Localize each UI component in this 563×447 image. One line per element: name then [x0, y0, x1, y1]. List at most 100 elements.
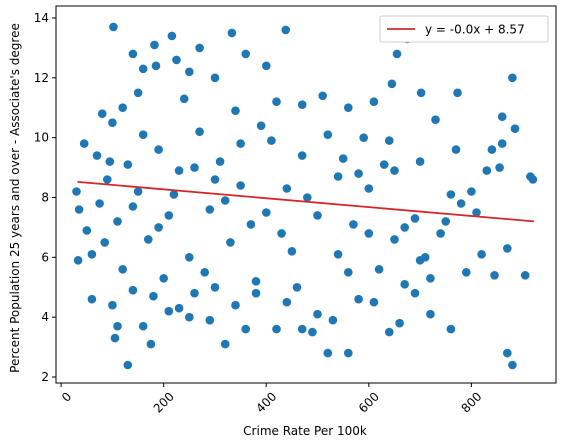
- scatter-point: [231, 300, 240, 310]
- scatter-point: [281, 25, 291, 35]
- scatter-point: [508, 360, 517, 370]
- scatter-point: [95, 199, 104, 208]
- y-axis-label: Percent Population 25 years and over - A…: [8, 23, 22, 373]
- plot-frame: [55, 5, 557, 384]
- scatter-point: [415, 157, 425, 166]
- scatter-point: [446, 324, 456, 334]
- scatter-point: [392, 49, 402, 59]
- scatter-point: [169, 190, 179, 199]
- scatter-point: [344, 103, 353, 112]
- scatter-point: [123, 360, 133, 370]
- scatter-point: [441, 217, 451, 226]
- scatter-point: [426, 274, 435, 283]
- scatter-point: [462, 268, 471, 277]
- y-tick-label: 4: [41, 310, 49, 324]
- scatter-point: [251, 288, 261, 298]
- scatter-point: [387, 79, 397, 89]
- scatter-point: [490, 271, 499, 280]
- scatter-point: [292, 283, 302, 292]
- regression-line: [77, 181, 534, 223]
- scatter-point: [210, 283, 220, 292]
- scatter-point: [344, 348, 353, 358]
- legend-box: [379, 15, 549, 43]
- scatter-point: [251, 277, 261, 286]
- scatter-point: [174, 303, 184, 313]
- y-tick-label: 6: [41, 250, 49, 264]
- scatter-point: [103, 175, 112, 184]
- scatter-point: [226, 238, 235, 247]
- scatter-point: [113, 321, 122, 331]
- scatter-point: [138, 321, 148, 331]
- scatter-point: [154, 145, 163, 154]
- scatter-point: [154, 223, 163, 232]
- scatter-point: [82, 226, 92, 235]
- scatter-point: [323, 348, 333, 358]
- scatter-point: [297, 151, 307, 160]
- scatter-point: [73, 255, 83, 265]
- scatter-point: [385, 136, 394, 145]
- regression-line-group: [77, 181, 534, 223]
- scatter-point: [364, 184, 374, 193]
- scatter-point: [333, 250, 343, 259]
- scatter-point: [456, 199, 466, 208]
- scatter-point: [282, 184, 292, 193]
- scatter-point: [133, 88, 143, 98]
- scatter-point: [328, 315, 338, 325]
- scatter-point: [146, 339, 156, 349]
- scatter-point: [395, 318, 404, 328]
- scatter-point: [267, 136, 276, 145]
- scatter-point: [503, 348, 512, 358]
- scatter-point: [241, 49, 250, 59]
- scatter-point: [185, 312, 194, 322]
- scatter-point: [415, 255, 425, 265]
- scatter-point: [150, 40, 159, 50]
- y-tick-label: 8: [41, 190, 49, 204]
- y-tick-label: 10: [34, 131, 49, 145]
- scatter-point: [359, 133, 369, 142]
- scatter-point: [431, 115, 440, 124]
- scatter-point: [374, 265, 384, 274]
- scatter-point: [151, 61, 161, 71]
- scatter-point: [200, 268, 209, 277]
- scatter-point: [453, 88, 462, 98]
- scatter-point: [97, 109, 107, 118]
- scatter-point: [436, 229, 445, 238]
- scatter-point: [79, 139, 89, 148]
- scatter-point: [369, 97, 379, 106]
- scatter-point: [364, 229, 374, 238]
- scatter-point: [172, 55, 181, 65]
- scatter-point: [72, 187, 81, 196]
- scatter-point: [508, 73, 517, 83]
- scatter-point: [472, 208, 481, 217]
- scatter-point: [313, 211, 322, 220]
- scatter-point: [231, 106, 240, 115]
- axes: [55, 5, 557, 384]
- scatter-point: [497, 139, 507, 148]
- legend: y = -0.0x + 8.57: [379, 15, 549, 43]
- scatter-point: [159, 274, 168, 283]
- scatter-point: [262, 61, 271, 71]
- scatter-point: [108, 300, 117, 310]
- scatter-point: [74, 205, 84, 214]
- scatter-point: [210, 73, 220, 83]
- scatter-point: [100, 238, 109, 247]
- scatter-point: [128, 202, 138, 211]
- scatter-point: [354, 169, 363, 178]
- scatter-point: [236, 181, 245, 190]
- scatter-point: [190, 288, 199, 298]
- scatter-point: [195, 127, 204, 136]
- scatter-point: [205, 315, 215, 325]
- scatter-point: [487, 145, 497, 154]
- scatter-point: [87, 294, 97, 304]
- scatter-point: [308, 327, 317, 337]
- legend-entry-label: y = -0.0x + 8.57: [425, 23, 525, 37]
- scatter-point: [379, 160, 389, 169]
- scatter-point: [241, 324, 250, 334]
- y-tick-label: 14: [34, 11, 49, 25]
- scatter-point: [354, 294, 363, 304]
- scatter-point: [128, 49, 138, 59]
- scatter-point: [164, 211, 174, 220]
- scatter-point: [246, 220, 256, 229]
